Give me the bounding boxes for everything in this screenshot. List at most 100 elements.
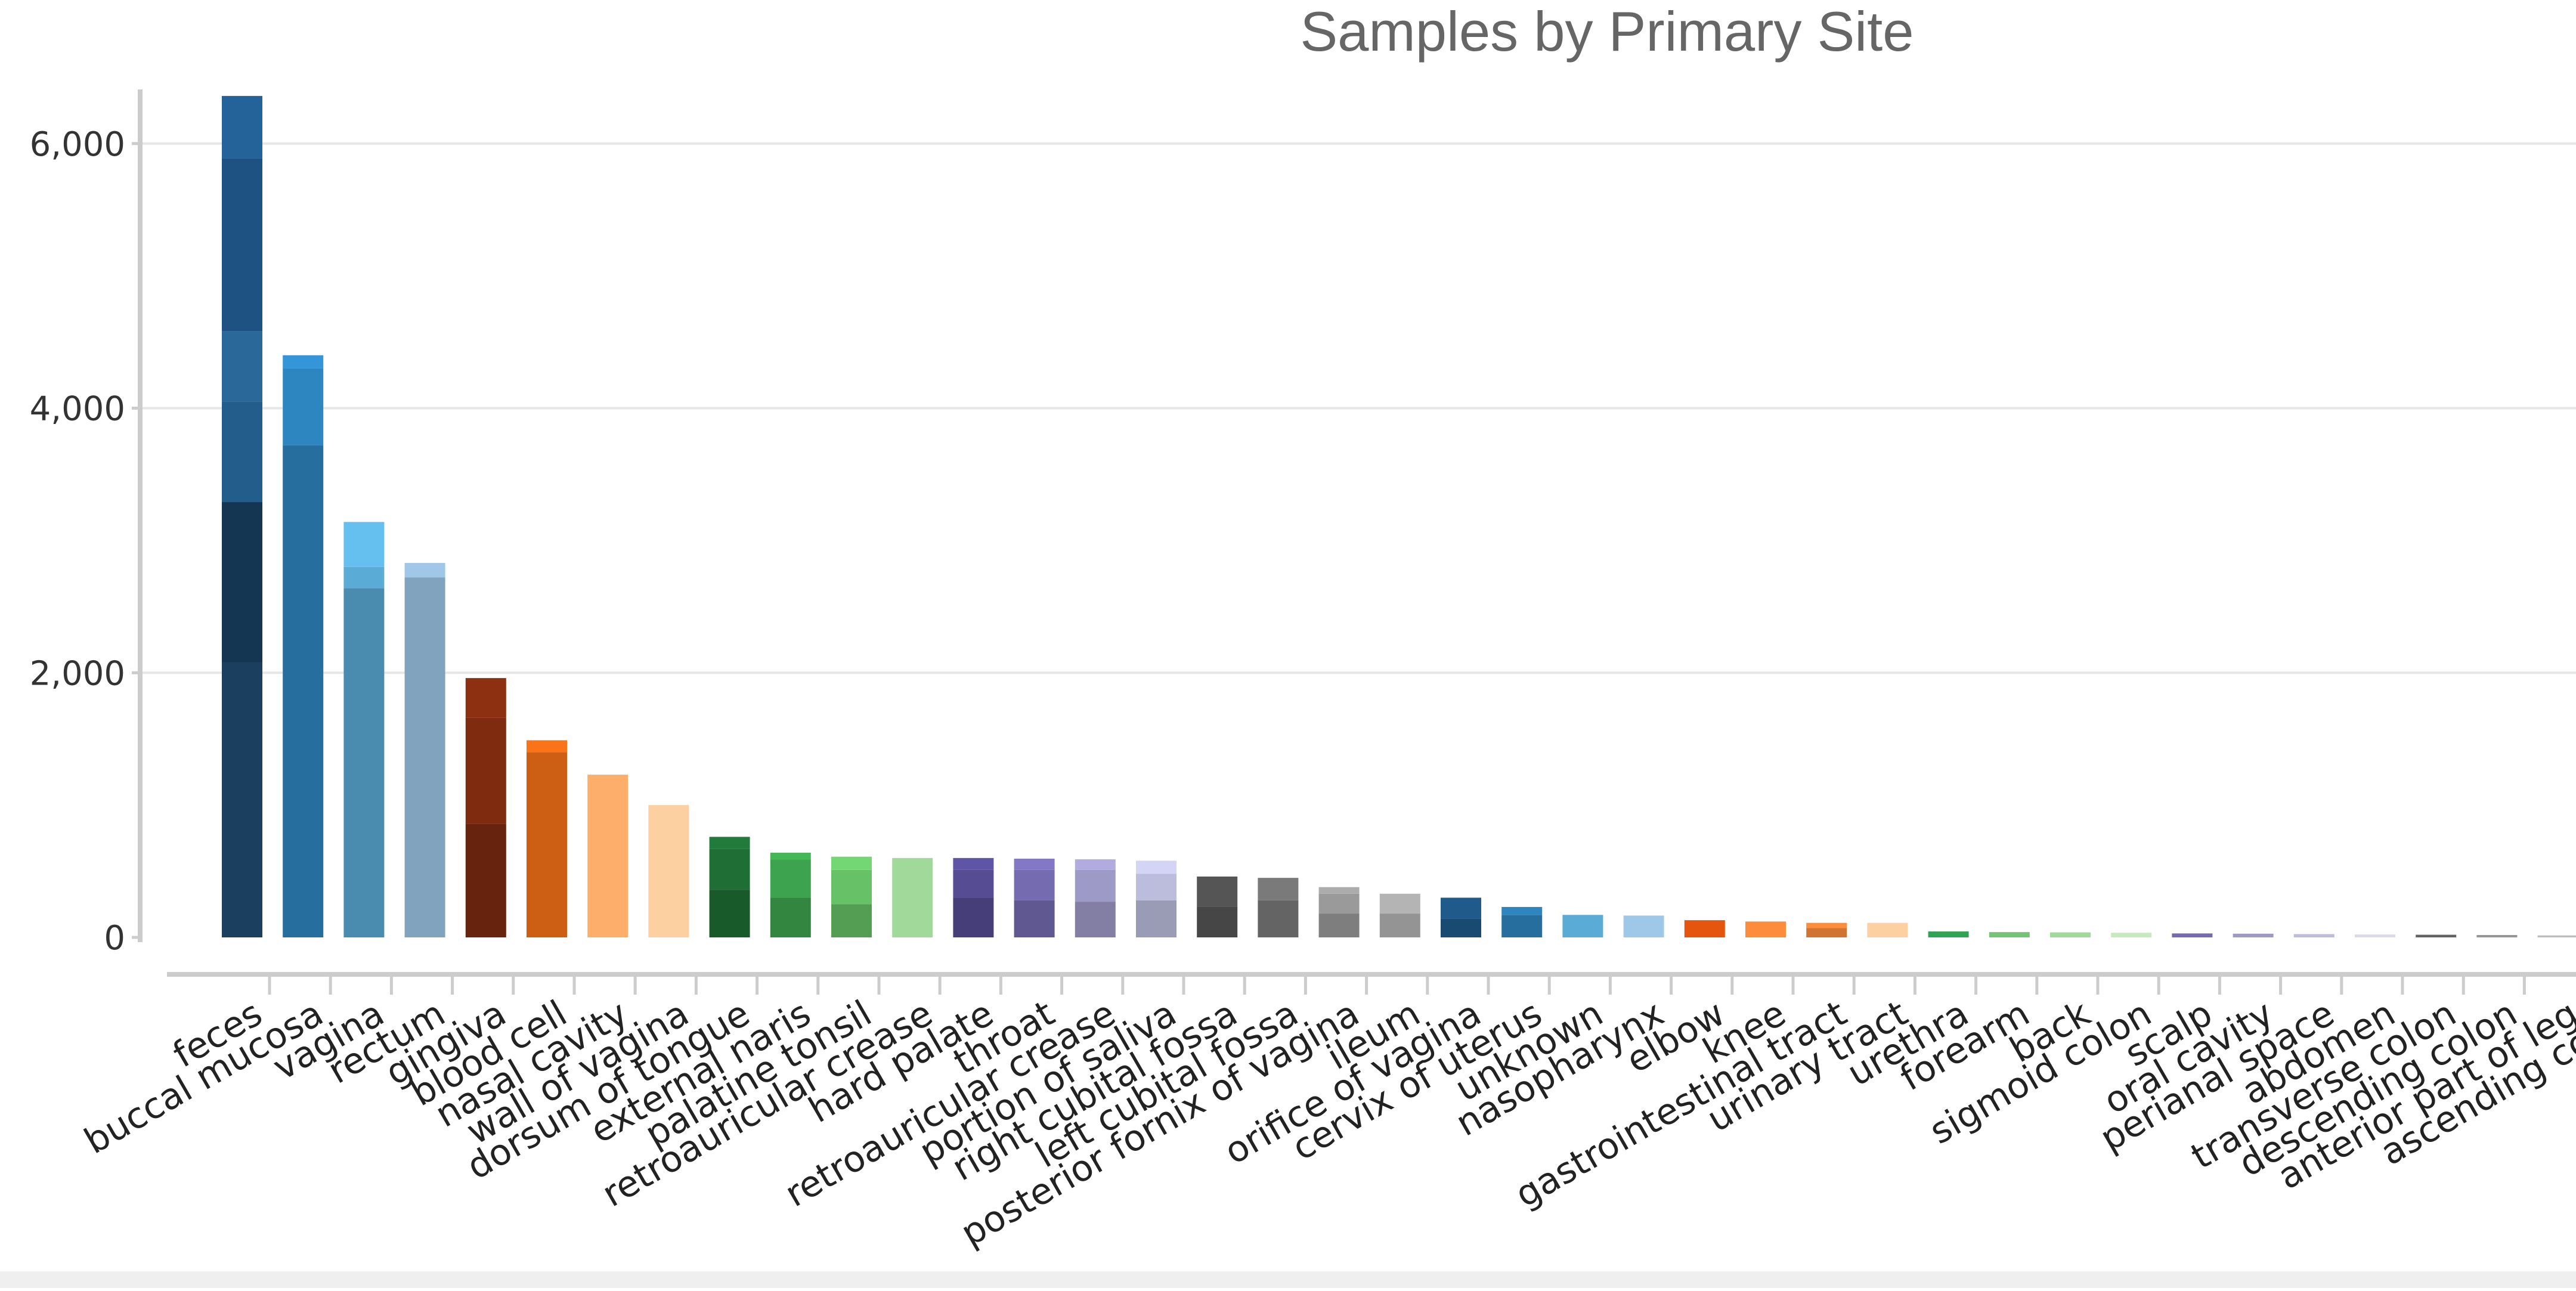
bar[interactable]: [1623, 915, 1664, 937]
bar-segment: [1562, 915, 1603, 937]
bar[interactable]: [2233, 933, 2274, 937]
bar-segment: [343, 522, 385, 567]
bar[interactable]: [1501, 906, 1543, 937]
bar-segment: [222, 502, 262, 662]
bar[interactable]: [2537, 935, 2576, 937]
bar-segment: [2293, 934, 2334, 937]
bar[interactable]: [465, 678, 506, 937]
bar[interactable]: [1136, 860, 1176, 937]
bar-segment: [1318, 887, 1360, 894]
bar[interactable]: [2476, 935, 2518, 937]
bar-segment: [222, 401, 262, 503]
bar-segment: [2111, 933, 2152, 937]
bar-segment: [1197, 906, 1238, 937]
bar-segment: [709, 849, 750, 890]
bar-segment: [283, 445, 324, 937]
bar[interactable]: [1197, 876, 1238, 937]
bar[interactable]: [1441, 897, 1481, 937]
gridlines: [140, 142, 2576, 674]
bar[interactable]: [2111, 933, 2152, 937]
bar[interactable]: [1014, 858, 1055, 937]
bar[interactable]: [1867, 922, 1908, 937]
bar[interactable]: [770, 853, 811, 937]
bar-segment: [1501, 906, 1543, 915]
bar[interactable]: [2416, 934, 2457, 937]
bar[interactable]: [222, 95, 262, 937]
bar[interactable]: [587, 775, 628, 937]
bottom-strip: [0, 1271, 2576, 1288]
bar-segment: [892, 857, 933, 937]
bar[interactable]: [343, 522, 385, 937]
bar-segment: [222, 158, 262, 332]
bar-segment: [283, 355, 324, 369]
bar-segment: [222, 331, 262, 402]
bar-segment: [1014, 869, 1055, 900]
bar-segment: [587, 775, 628, 937]
bar-segment: [709, 837, 750, 849]
bar-segment: [343, 566, 385, 589]
bar-segment: [1136, 874, 1176, 900]
bar-segment: [1258, 878, 1299, 900]
bar-segment: [1136, 900, 1176, 937]
bar[interactable]: [1379, 893, 1420, 937]
bar[interactable]: [709, 837, 750, 937]
bar[interactable]: [831, 856, 872, 937]
bar-segment: [953, 897, 994, 937]
bar[interactable]: [283, 355, 324, 937]
bar[interactable]: [1318, 887, 1360, 937]
bar-segment: [2355, 934, 2395, 937]
bar-segment: [1806, 922, 1847, 928]
bar-segment: [1684, 920, 1725, 937]
bar[interactable]: [1928, 931, 1969, 937]
y-axis: 0 2,000 4,000 6,000: [30, 89, 143, 958]
bar[interactable]: [1075, 859, 1116, 937]
bar-segment: [1989, 932, 2030, 937]
bar-segment: [1075, 859, 1116, 870]
y-tick-label: 6,000: [30, 125, 125, 164]
bar[interactable]: [2050, 932, 2091, 937]
bar[interactable]: [1806, 922, 1847, 937]
bar[interactable]: [1745, 921, 1786, 937]
bar-segment: [283, 368, 324, 445]
bar-segment: [465, 678, 506, 718]
bar-segment: [831, 904, 872, 937]
bar[interactable]: [527, 740, 567, 937]
bar[interactable]: [1258, 878, 1299, 937]
bar-segment: [1318, 914, 1360, 937]
bar-segment: [2233, 933, 2274, 937]
bar-segment: [1806, 928, 1847, 937]
bar-segment: [953, 857, 994, 870]
bar[interactable]: [1684, 920, 1725, 937]
bar[interactable]: [1562, 915, 1603, 937]
bar[interactable]: [2355, 934, 2395, 937]
y-tick-label: 0: [104, 919, 125, 958]
bar-segment: [1197, 876, 1238, 907]
bar[interactable]: [892, 857, 933, 937]
bar-segment: [2476, 935, 2518, 937]
bar-segment: [770, 853, 811, 860]
bar-segment: [648, 805, 689, 937]
bar-segment: [770, 859, 811, 898]
bar-segment: [1075, 902, 1116, 937]
bar-segment: [404, 577, 445, 937]
bar[interactable]: [2172, 933, 2213, 937]
bar[interactable]: [1989, 932, 2030, 937]
bar-segment: [1136, 860, 1176, 874]
bar-segment: [831, 869, 872, 905]
bar-segment: [1867, 922, 1908, 937]
bar-segment: [465, 823, 506, 937]
bar[interactable]: [2293, 934, 2334, 937]
bar[interactable]: [648, 805, 689, 937]
bar-segment: [1501, 915, 1543, 937]
bar-segment: [1075, 869, 1116, 902]
bar-segment: [1623, 915, 1664, 937]
bar-segment: [1014, 858, 1055, 870]
bar-segment: [1379, 914, 1420, 937]
bar[interactable]: [404, 563, 445, 937]
bar[interactable]: [953, 857, 994, 937]
bar-segment: [465, 717, 506, 824]
bar-segment: [222, 662, 262, 937]
bar-segment: [1441, 897, 1481, 919]
